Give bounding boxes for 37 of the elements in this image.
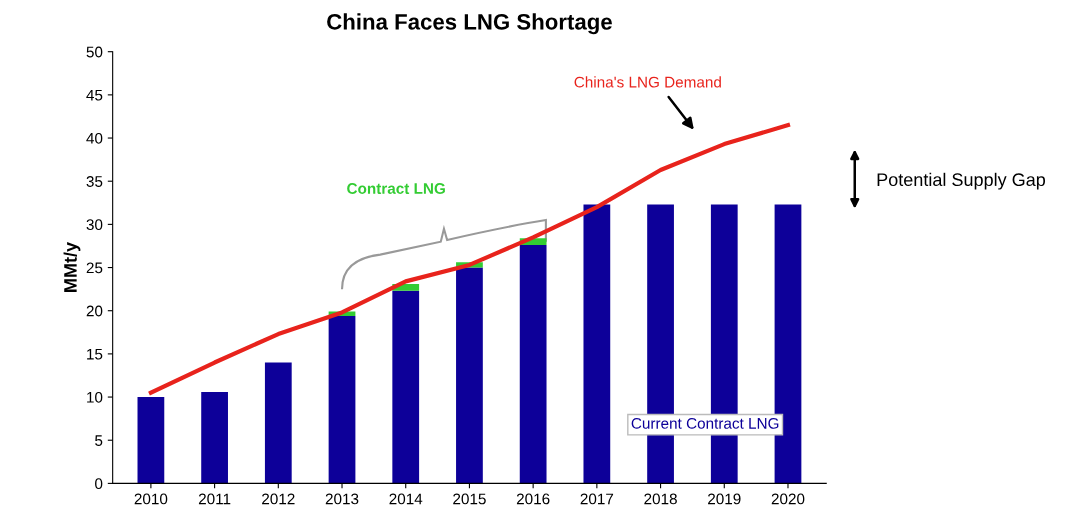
x-tick-label: 2020 bbox=[771, 493, 805, 505]
x-tick-label: 2019 bbox=[708, 493, 741, 505]
bar bbox=[328, 315, 356, 484]
bar bbox=[583, 204, 611, 484]
y-tick-label: 20 bbox=[86, 305, 103, 317]
bar bbox=[519, 245, 547, 484]
y-tick-label: 45 bbox=[86, 89, 103, 101]
bar bbox=[137, 397, 165, 484]
y-tick-label: 5 bbox=[95, 435, 103, 446]
x-tick-label: 2010 bbox=[134, 493, 168, 505]
text: China's LNG Demand bbox=[574, 76, 721, 88]
x-tick-label: 2016 bbox=[516, 493, 550, 505]
bar bbox=[201, 391, 228, 484]
y-tick-label: 40 bbox=[86, 132, 103, 144]
text: Contract LNG bbox=[347, 183, 445, 194]
y-tick-label: 30 bbox=[86, 219, 103, 231]
bar bbox=[392, 290, 420, 484]
x-tick-label: 2017 bbox=[580, 493, 614, 505]
y-tick-label: 0 bbox=[95, 478, 103, 490]
y-tick-label: 50 bbox=[86, 46, 103, 58]
x-tick-label: 2013 bbox=[325, 493, 359, 505]
x-tick-label: 2012 bbox=[262, 493, 295, 505]
y-tick-label: 10 bbox=[87, 391, 103, 403]
x-tick-label: 2011 bbox=[198, 493, 231, 505]
y-tick-label: 15 bbox=[87, 348, 103, 360]
x-tick-label: 2015 bbox=[453, 493, 486, 505]
y-tick-label: 25 bbox=[86, 262, 103, 274]
y-tick-label: 35 bbox=[86, 176, 103, 187]
text: Potential Supply Gap bbox=[877, 172, 1046, 190]
x-tick-label: 2018 bbox=[644, 493, 677, 505]
x-tick-label: 2014 bbox=[389, 493, 423, 505]
bar bbox=[264, 362, 292, 484]
series-label: Current Contract LNG bbox=[631, 417, 779, 429]
chart-title: China Faces LNG Shortage bbox=[327, 13, 612, 35]
bar bbox=[456, 267, 483, 484]
line-series bbox=[148, 123, 791, 395]
y-axis-title: MMt/y bbox=[63, 242, 81, 292]
